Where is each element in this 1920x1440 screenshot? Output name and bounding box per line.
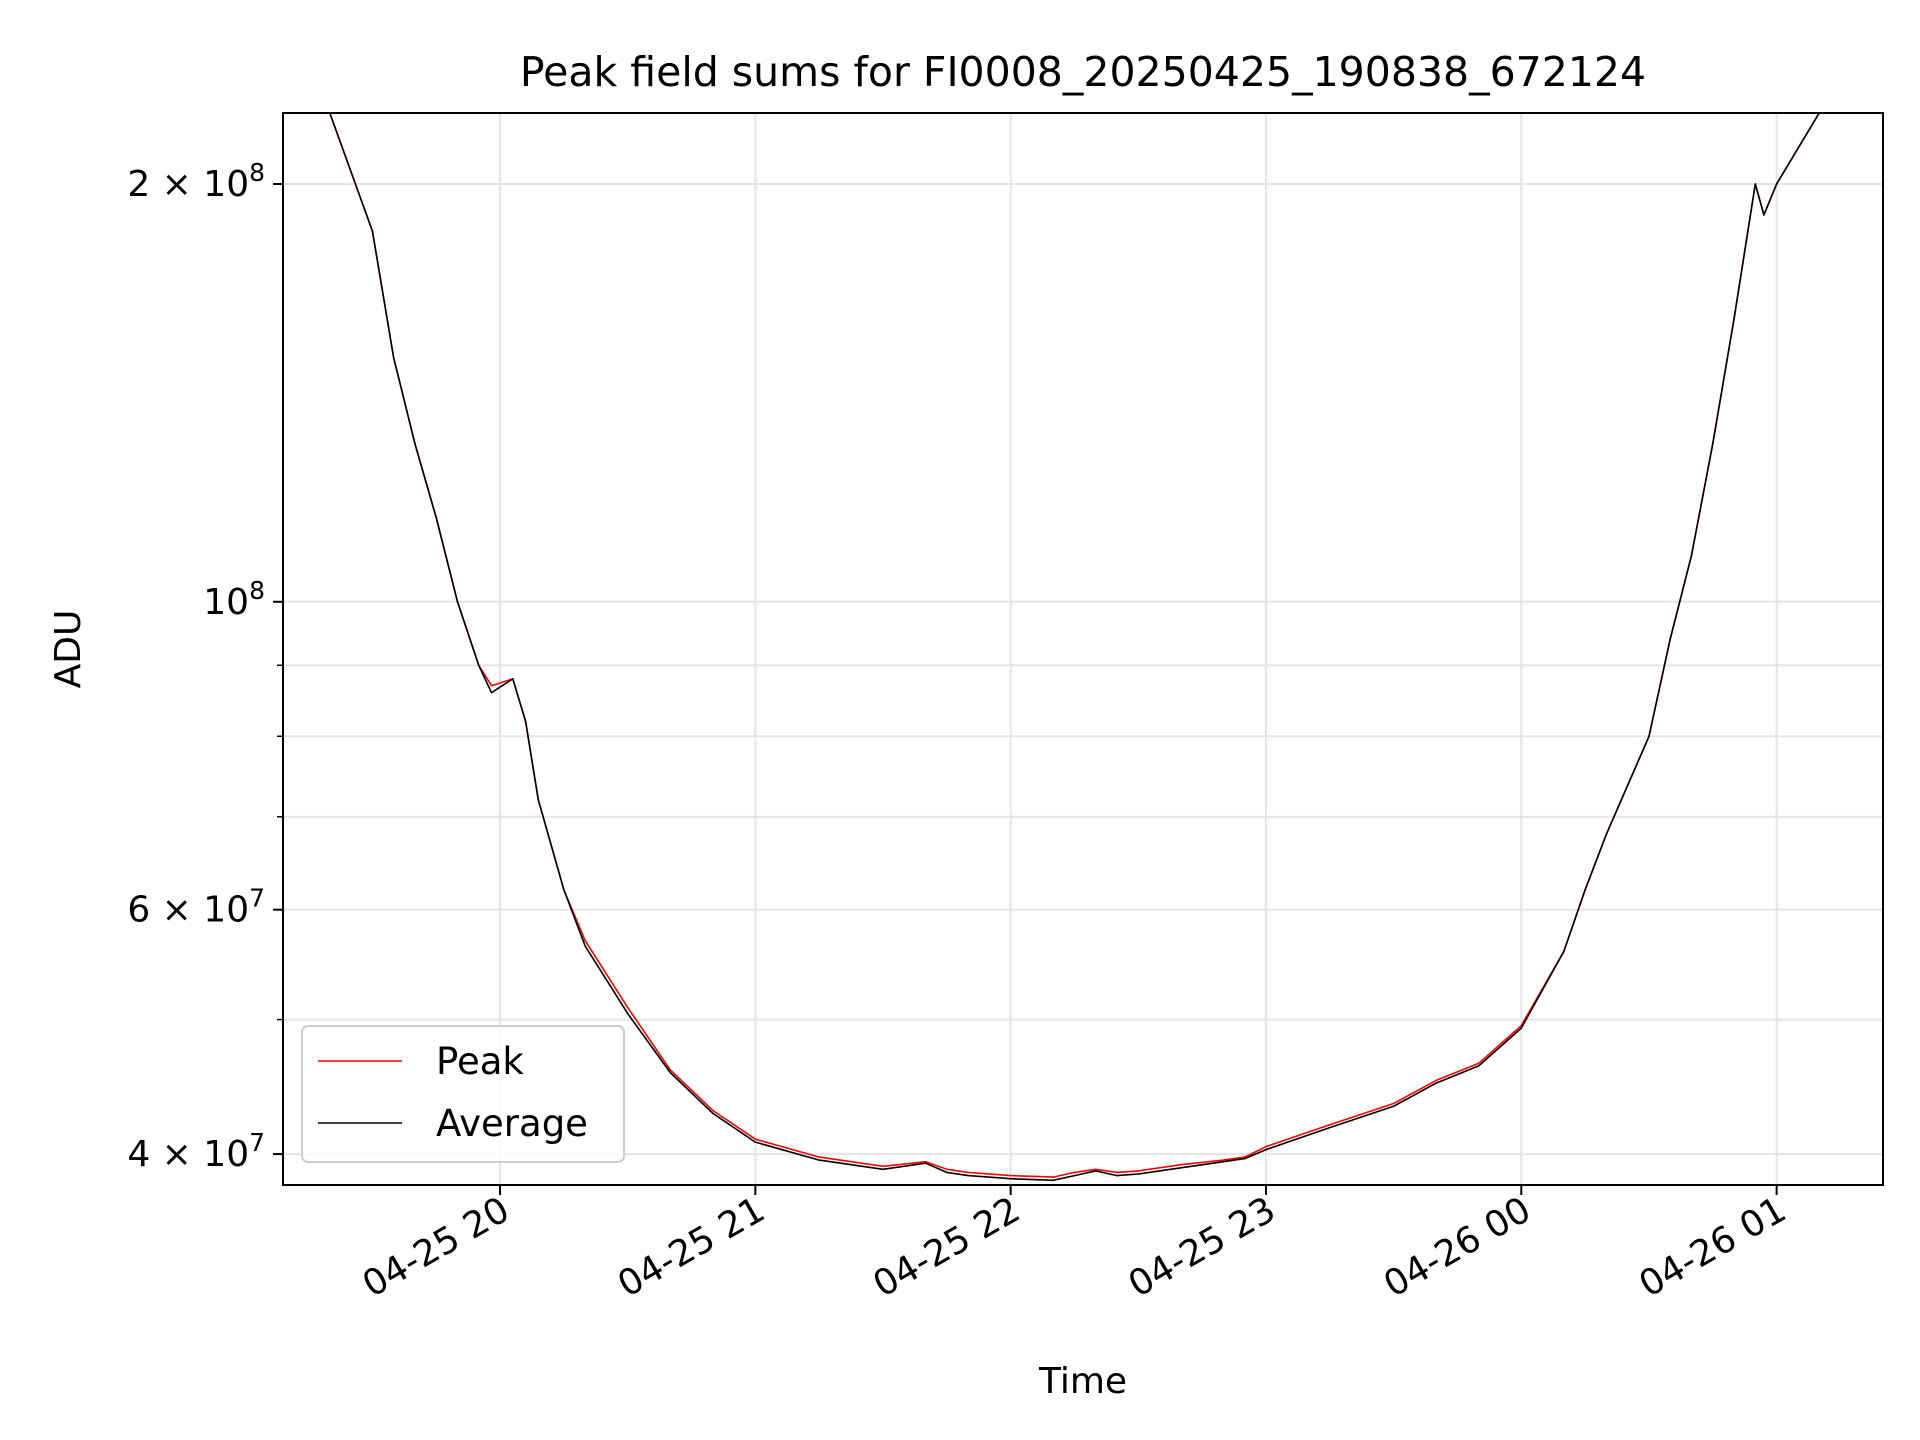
data-point-peak — [1137, 1170, 1140, 1172]
data-point-average — [1329, 1126, 1331, 1129]
legend-label-peak: Peak — [436, 1040, 524, 1083]
data-point-peak — [1243, 1156, 1246, 1158]
data-point-peak — [1052, 1176, 1055, 1178]
data-point-average — [1009, 1177, 1012, 1180]
series-average — [283, 113, 1820, 1182]
data-point-average — [1477, 1065, 1480, 1067]
data-point-average — [946, 1171, 948, 1174]
data-point-peak — [924, 1160, 927, 1163]
data-point-peak — [584, 939, 586, 942]
data-point-average — [524, 720, 527, 723]
data-point-peak — [1094, 1168, 1097, 1171]
data-point-average — [490, 691, 493, 694]
y-tick-label: 2 × 108 — [127, 158, 265, 205]
data-point-average — [1690, 554, 1693, 557]
series-group — [283, 113, 1820, 1182]
data-point-peak — [882, 1165, 884, 1168]
data-point-peak — [1435, 1079, 1437, 1082]
data-point-average — [1180, 1166, 1182, 1169]
data-point-average — [1073, 1174, 1076, 1177]
data-point-average — [626, 1012, 629, 1015]
data-point-average — [1754, 183, 1757, 185]
data-point-average — [477, 664, 480, 667]
data-point-peak — [818, 1156, 820, 1158]
data-point-peak — [1009, 1174, 1012, 1177]
data-point-average — [924, 1162, 927, 1164]
data-point-peak — [1222, 1159, 1225, 1161]
grid — [283, 113, 1883, 1185]
data-point-average — [1392, 1105, 1395, 1108]
data-point-average — [584, 945, 586, 947]
chart-title: Peak field sums for FI0008_20250425_1908… — [520, 48, 1646, 96]
data-point-peak — [754, 1138, 757, 1140]
data-point-peak — [1265, 1145, 1267, 1148]
data-point-average — [371, 230, 374, 232]
data-point-average — [1137, 1173, 1140, 1175]
data-point-peak — [711, 1109, 714, 1112]
data-point-average — [435, 516, 437, 519]
data-point-average — [711, 1112, 714, 1115]
y-tick-label: 108 — [203, 576, 265, 623]
data-point-average — [511, 678, 514, 680]
data-point-average — [1711, 442, 1714, 445]
data-point-average — [967, 1174, 969, 1177]
data-point-average — [563, 889, 565, 891]
data-point-average — [1094, 1170, 1097, 1172]
data-point-average — [1520, 1027, 1523, 1029]
data-point-peak — [669, 1069, 672, 1071]
data-point-average — [1733, 317, 1735, 320]
data-point-average — [1669, 638, 1672, 640]
data-point-average — [1648, 735, 1650, 738]
y-tick-label: 6 × 107 — [127, 884, 265, 931]
data-point-peak — [1116, 1171, 1118, 1174]
data-point-peak — [1073, 1171, 1076, 1174]
data-point-average — [754, 1141, 757, 1143]
data-point-average — [1775, 183, 1778, 185]
legend-box — [301, 1025, 625, 1163]
data-point-peak — [967, 1171, 969, 1174]
legend: Peak Average — [301, 1025, 625, 1163]
data-point-average — [392, 356, 395, 359]
data-point-average — [1584, 889, 1586, 891]
data-point-average — [537, 798, 540, 801]
data-point-peak — [946, 1168, 948, 1171]
data-point-average — [1052, 1179, 1055, 1182]
data-point-average — [1222, 1160, 1225, 1163]
data-point-average — [456, 600, 459, 603]
data-point-average — [1763, 214, 1765, 216]
y-tick-label: 4 × 107 — [127, 1128, 265, 1175]
y-axis-label: ADU — [48, 610, 89, 689]
data-point-peak — [1329, 1123, 1331, 1126]
data-point-peak — [1180, 1163, 1182, 1166]
data-point-average — [1605, 833, 1608, 836]
data-point-peak — [1392, 1102, 1395, 1105]
x-axis-label: Time — [1038, 1361, 1127, 1402]
data-point-average — [1265, 1148, 1267, 1151]
data-point-average — [882, 1168, 884, 1171]
data-point-peak — [626, 1006, 629, 1009]
data-point-average — [414, 442, 416, 445]
data-point-average — [1243, 1157, 1246, 1160]
legend-label-average: Average — [436, 1102, 588, 1145]
plot-area-frame — [282, 112, 1884, 1186]
data-point-average — [1435, 1082, 1437, 1084]
data-point-average — [818, 1159, 820, 1161]
data-point-peak — [490, 684, 493, 687]
data-point-average — [1563, 950, 1565, 953]
data-point-average — [1116, 1174, 1118, 1177]
data-point-peak — [1477, 1062, 1480, 1065]
series-line-average — [283, 113, 1820, 1182]
data-point-average — [669, 1071, 672, 1074]
